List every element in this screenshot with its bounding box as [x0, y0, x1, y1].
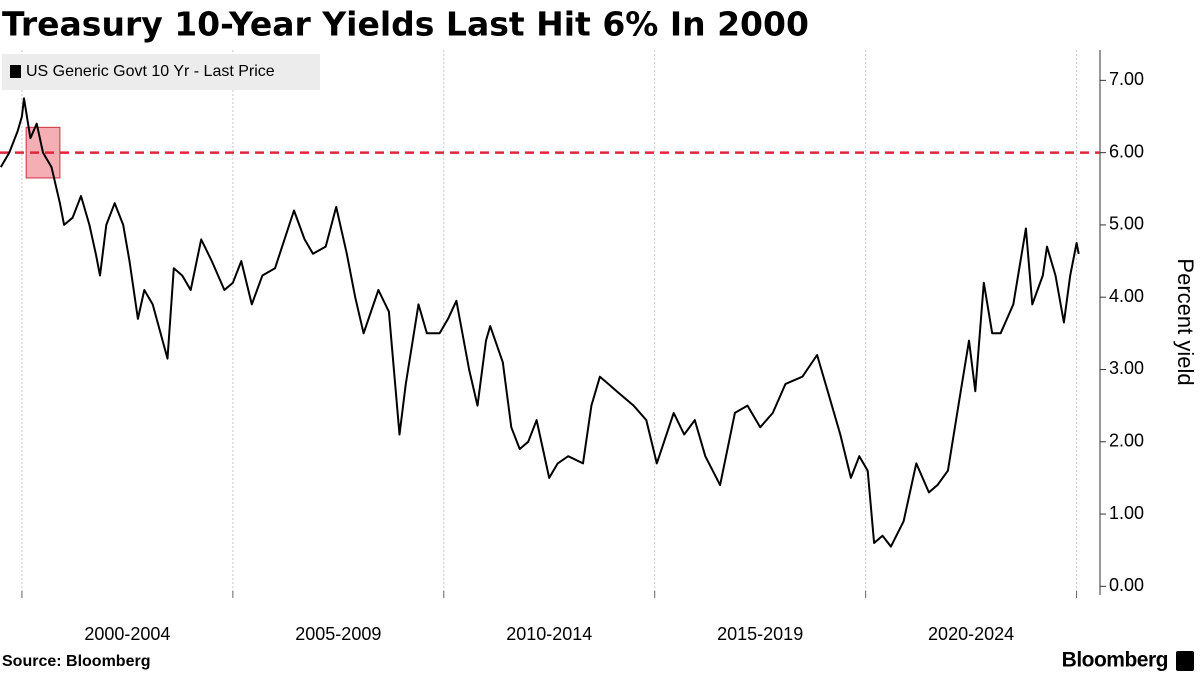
- y-tick-label: 5.00: [1109, 214, 1144, 234]
- x-tick-label: 2020-2024: [928, 624, 1014, 644]
- y-tick-label: 2.00: [1109, 431, 1144, 451]
- data-line: [0, 97, 1080, 548]
- y-tick-label: 3.00: [1109, 358, 1144, 378]
- brand-icon: [1176, 651, 1194, 671]
- legend-swatch: [10, 65, 21, 78]
- y-tick-label: 0.00: [1109, 575, 1144, 595]
- chart-title: Treasury 10-Year Yields Last Hit 6% In 2…: [2, 5, 809, 44]
- legend-label: US Generic Govt 10 Yr - Last Price: [26, 63, 275, 80]
- x-tick-label: 2015-2019: [717, 624, 803, 644]
- y-tick-label: 7.00: [1109, 69, 1144, 89]
- brand: Bloomberg: [1062, 649, 1168, 672]
- source: Source: Bloomberg: [2, 653, 150, 670]
- x-tick-label: 2010-2014: [506, 624, 592, 644]
- legend: US Generic Govt 10 Yr - Last Price: [2, 54, 320, 90]
- y-tick-label: 4.00: [1109, 286, 1144, 306]
- y-tick-label: 1.00: [1109, 503, 1144, 523]
- x-tick-label: 2000-2004: [84, 624, 170, 644]
- y-tick-label: 6.00: [1109, 141, 1144, 161]
- x-tick-label: 2005-2009: [295, 624, 381, 644]
- y-axis-label: Percent yield: [1173, 258, 1198, 385]
- legend-bg: [2, 54, 320, 90]
